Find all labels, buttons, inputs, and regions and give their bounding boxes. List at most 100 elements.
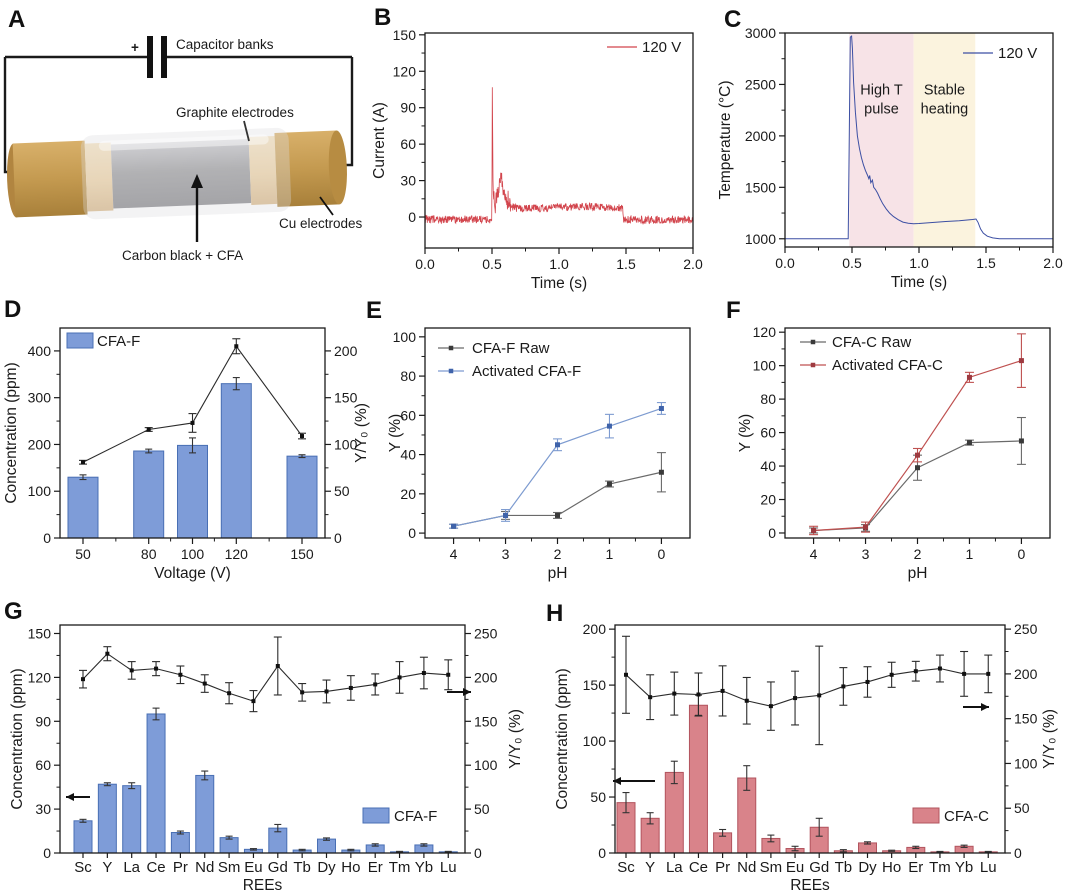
cu-electrodes-label: Cu electrodes xyxy=(279,216,363,231)
shaded-region-1 xyxy=(913,33,976,247)
bar xyxy=(97,783,117,854)
svg-text:Activated CFA-C: Activated CFA-C xyxy=(832,357,943,374)
svg-text:80: 80 xyxy=(400,368,416,384)
svg-text:Y: Y xyxy=(102,859,112,876)
panel-e-label: E xyxy=(366,297,383,324)
svg-text:Sm: Sm xyxy=(760,859,783,876)
svg-text:2500: 2500 xyxy=(745,76,776,92)
carbon-black-cfa-label: Carbon black + CFA xyxy=(122,248,243,263)
panel-b-label: B xyxy=(374,4,392,31)
x-axis: Sc Y La Ce Pr Nd Sm Eu Gd Tb Dy Ho Er Tm Yb Lu xyxy=(617,853,997,876)
series-0 xyxy=(809,416,1026,534)
svg-text:50: 50 xyxy=(334,483,350,499)
graphite-electrodes-label: Graphite electrodes xyxy=(176,105,294,120)
svg-text:Yb: Yb xyxy=(415,859,433,876)
svg-text:150: 150 xyxy=(583,677,607,693)
svg-text:La: La xyxy=(666,859,683,876)
svg-text:100: 100 xyxy=(181,546,205,562)
svg-text:100: 100 xyxy=(753,358,777,374)
bar xyxy=(133,450,165,539)
svg-text:50: 50 xyxy=(1014,800,1030,816)
svg-text:4: 4 xyxy=(810,546,818,562)
svg-text:0: 0 xyxy=(658,546,666,562)
panel-g-chart: 0 30 60 90 120 150 0 50 100 150 200 250 Sc Y La Ce Pr Nd S… xyxy=(9,624,524,892)
svg-text:2.0: 2.0 xyxy=(1043,255,1063,271)
svg-text:1: 1 xyxy=(966,546,974,562)
svg-text:50: 50 xyxy=(474,801,490,817)
legend: CFA-F xyxy=(66,332,140,350)
x-axis: 4 3 2 1 0 xyxy=(810,538,1026,562)
axis-label: pH xyxy=(548,565,568,582)
cu-pointer-line xyxy=(319,196,334,216)
bar xyxy=(146,713,166,854)
svg-text:50: 50 xyxy=(75,546,91,562)
svg-text:CFA-F Raw: CFA-F Raw xyxy=(472,340,550,357)
svg-text:2000: 2000 xyxy=(745,128,776,144)
svg-text:Y: Y xyxy=(645,859,655,876)
panel-f-label: F xyxy=(726,297,741,324)
panel-c-chart: 1000 1500 2000 2500 3000 0.0 0.5 1.0 1.5 2.0 Time … xyxy=(717,25,1063,291)
panel-h-label: H xyxy=(546,600,564,627)
svg-text:60: 60 xyxy=(35,757,51,773)
svg-text:Sm: Sm xyxy=(218,859,241,876)
y-axis-left: 0 20 40 60 80 100 xyxy=(393,329,425,541)
cu-electrode-right-cap xyxy=(328,130,347,205)
svg-text:Dy: Dy xyxy=(317,859,336,876)
svg-text:200: 200 xyxy=(334,343,358,359)
line-series xyxy=(622,635,993,746)
svg-text:200: 200 xyxy=(1014,666,1038,682)
svg-text:Tb: Tb xyxy=(293,859,311,876)
bar xyxy=(688,704,708,854)
svg-text:0: 0 xyxy=(474,845,482,861)
plot-frame xyxy=(59,624,466,854)
svg-text:1: 1 xyxy=(606,546,614,562)
svg-text:Yb: Yb xyxy=(955,859,973,876)
y-axis-left: 0 50 100 150 200 xyxy=(583,621,615,861)
svg-text:1.0: 1.0 xyxy=(909,255,929,271)
svg-text:3: 3 xyxy=(502,546,510,562)
svg-text:40: 40 xyxy=(760,458,776,474)
bar xyxy=(73,820,93,854)
series-1 xyxy=(449,402,666,529)
series-line xyxy=(424,87,694,226)
svg-text:0: 0 xyxy=(598,845,606,861)
svg-text:90: 90 xyxy=(400,100,416,116)
svg-text:300: 300 xyxy=(28,390,52,406)
svg-text:Eu: Eu xyxy=(244,859,262,876)
axis-label: Concentration (ppm) xyxy=(554,668,571,809)
svg-text:100: 100 xyxy=(28,483,52,499)
svg-text:60: 60 xyxy=(400,407,416,423)
bar xyxy=(177,444,208,539)
y-axis-left: 0 20 40 60 80 100 120 xyxy=(753,324,785,541)
svg-text:Activated CFA-F: Activated CFA-F xyxy=(472,363,581,380)
svg-text:Er: Er xyxy=(908,859,923,876)
svg-text:0: 0 xyxy=(768,525,776,541)
shaded-region-0 xyxy=(849,33,914,247)
panel-a-diagram: + Capacitor banks Graphite electrodes Cu… xyxy=(3,36,363,263)
x-axis: Sc Y La Ce Pr Nd Sm Eu Gd Tb Dy Ho Er Tm Yb Lu xyxy=(74,853,457,876)
axis-label: REEs xyxy=(790,877,830,892)
legend: CFA-F xyxy=(362,807,437,825)
sample-cylinder xyxy=(6,127,347,220)
svg-text:0: 0 xyxy=(43,845,51,861)
svg-text:0.5: 0.5 xyxy=(842,255,862,271)
svg-text:0.0: 0.0 xyxy=(775,255,795,271)
bars-group xyxy=(73,707,458,854)
bar xyxy=(664,771,684,854)
svg-text:20: 20 xyxy=(760,492,776,508)
svg-text:Nd: Nd xyxy=(195,859,214,876)
panel-b-chart: 0 30 60 90 120 150 0.0 0.5 1.0 1.5 2.0 Time (s) Curr… xyxy=(371,27,703,292)
svg-text:3: 3 xyxy=(862,546,870,562)
svg-text:120: 120 xyxy=(393,63,417,79)
svg-text:0: 0 xyxy=(334,530,342,546)
panel-d-chart: 0 100 200 300 400 0 50 100 150 200 50 80 100 120 150 Vo… xyxy=(3,327,370,582)
svg-text:0: 0 xyxy=(43,530,51,546)
panel-e-chart: 0 20 40 60 80 100 4 3 2 1 0 pH Y (%) CFA-F Raw Activat… xyxy=(387,327,691,582)
axis-label: Y/Y₀ (%) xyxy=(1041,709,1058,769)
svg-text:1.5: 1.5 xyxy=(616,256,636,272)
y-axis-right: 0 50 100 150 200 250 xyxy=(1005,621,1038,861)
svg-text:120: 120 xyxy=(753,324,777,340)
capacitor-banks-label: Capacitor banks xyxy=(176,37,274,52)
svg-text:Pr: Pr xyxy=(715,859,730,876)
legend: CFA-F Raw Activated CFA-F xyxy=(438,340,581,380)
